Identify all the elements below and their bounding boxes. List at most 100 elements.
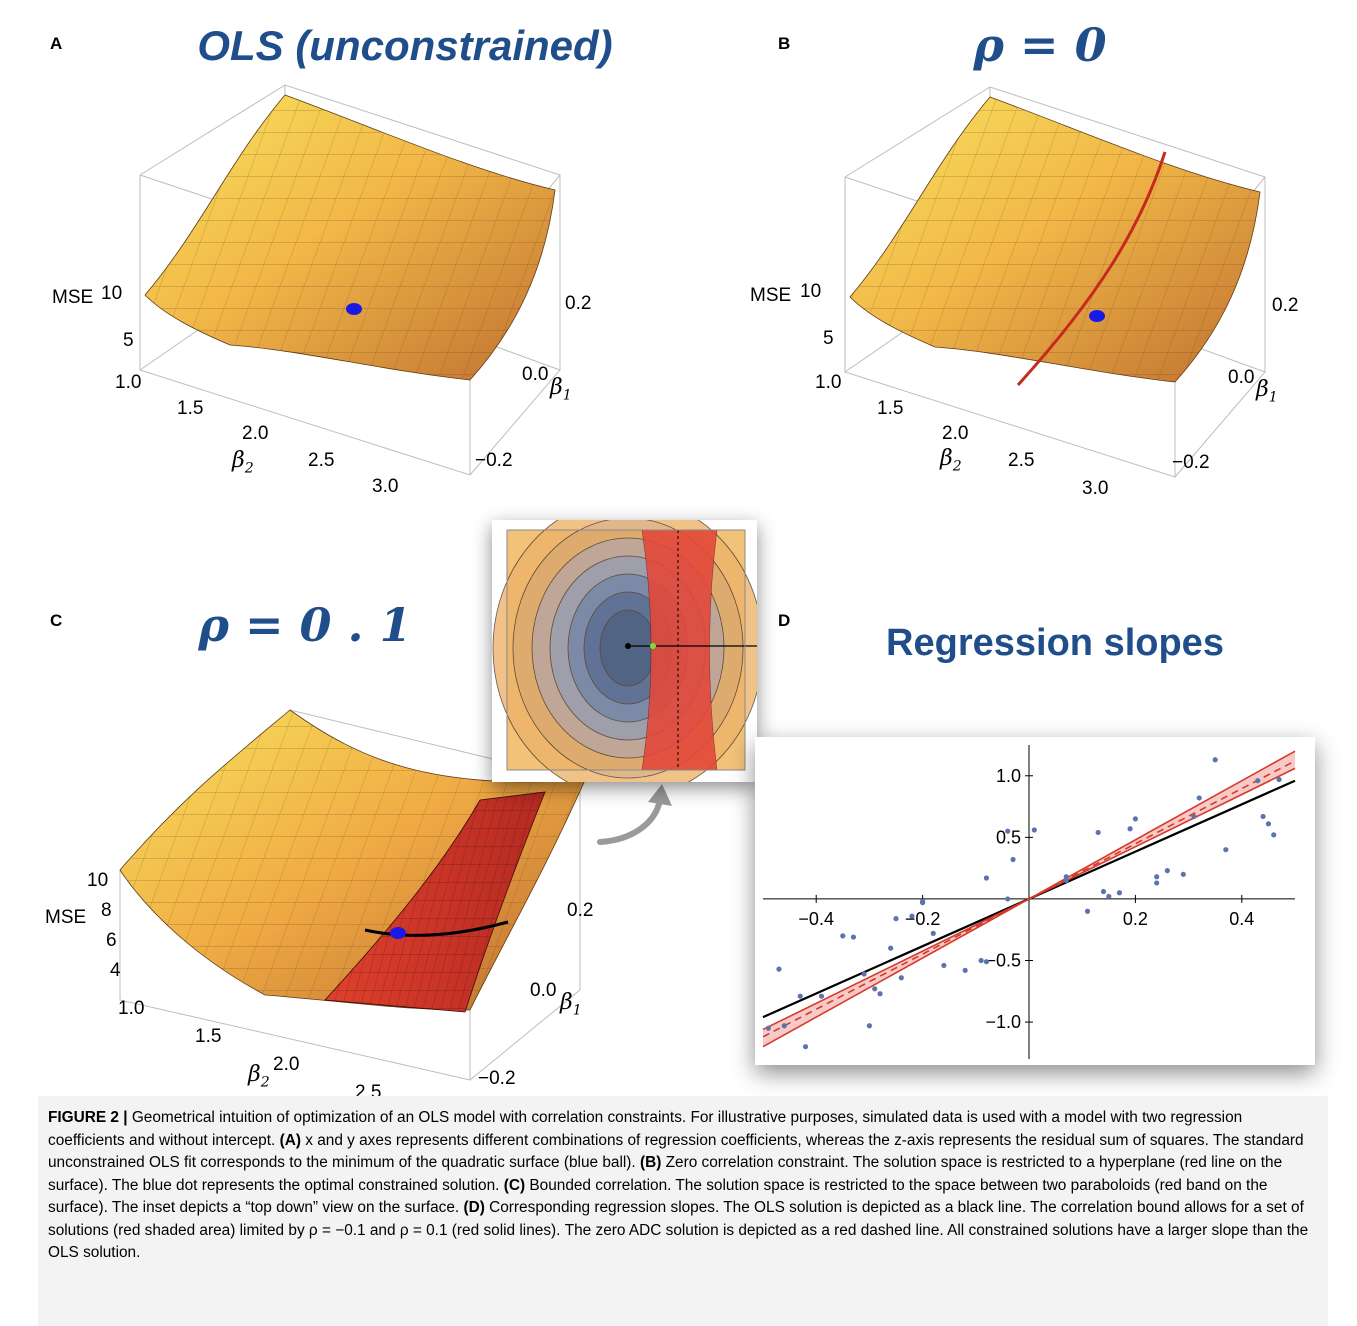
data-point: [1031, 827, 1037, 833]
top-down-inset: [492, 497, 764, 799]
panel-b-x-tick-0: 1.0: [815, 372, 842, 393]
panel-a-y-label: β1: [550, 375, 572, 404]
ols-minimum-ball-icon: [346, 303, 362, 315]
panel-b-z-tick-10: 10: [800, 281, 822, 302]
data-point: [850, 934, 857, 940]
panel-b-x-tick-3: 2.5: [1008, 450, 1035, 471]
data-point: [1063, 874, 1069, 880]
data-point: [898, 975, 904, 981]
panel-title-a: OLS (unconstrained): [197, 22, 613, 69]
x-tick-label: 0.4: [1229, 909, 1254, 929]
panel-b-x-tick-1: 1.5: [877, 398, 904, 419]
data-point: [941, 962, 947, 969]
panel-c-z-label: MSE: [45, 907, 87, 928]
ball-c-icon: [390, 927, 406, 939]
data-point: [962, 967, 968, 973]
data-point: [776, 966, 782, 972]
data-point: [920, 900, 926, 906]
panel-c-x-label: β2: [248, 1062, 270, 1091]
panel-c-z-tick-8: 8: [101, 900, 112, 921]
panel-letter-b: B: [778, 34, 791, 53]
caption-c-text: Bounded correlation. The solution space …: [48, 1176, 1268, 1217]
data-point: [1127, 826, 1133, 832]
panel-a-y-tick-0: 0.2: [565, 293, 592, 314]
panel-b-z-tick-5: 5: [823, 328, 834, 349]
regression-line-3: [762, 750, 1296, 1048]
figure-caption-background: [38, 1096, 1328, 1326]
panel-c-y-tick-2: −0.2: [478, 1068, 516, 1089]
data-point: [1063, 877, 1069, 884]
caption-b-label: (B): [639, 1154, 662, 1171]
panel-c-x-tick-1: 1.5: [195, 1026, 222, 1047]
y-tick-label: 1.0: [996, 766, 1021, 786]
inset-red-band: [642, 530, 717, 770]
caption-d-text: Corresponding regression slopes. The OLS…: [48, 1199, 1309, 1261]
panel-c-y-label: β1: [560, 990, 582, 1019]
data-point: [1180, 871, 1186, 877]
data-point: [861, 971, 867, 977]
panel-b-x-tick-4: 3.0: [1082, 478, 1109, 499]
constrained-solution-dot-icon: [1089, 310, 1105, 322]
panel-a-x-tick-2: 2.0: [242, 423, 269, 444]
panel-c-z-tick-6: 6: [106, 930, 117, 951]
panel-b-box: [844, 86, 1266, 478]
panel-b-x-label: β2: [940, 446, 962, 475]
data-point: [1212, 757, 1218, 763]
caption-intro: Geometrical intuition of optimization of…: [48, 1109, 1243, 1149]
panel-a-surface: [144, 94, 556, 381]
panel-c-x-tick-0: 1.0: [118, 998, 145, 1019]
panel-a-x-label: β2: [232, 448, 254, 477]
data-point: [1100, 888, 1107, 895]
panel-a-x-tick-1: 1.5: [177, 398, 204, 419]
inset-ols-point-icon: [625, 643, 631, 649]
panel-c-y-tick-1: 0.0: [530, 980, 557, 1001]
panel-b-y-tick-2: −0.2: [1172, 452, 1210, 473]
data-point: [983, 875, 990, 881]
panel-c-z-tick-10: 10: [87, 870, 109, 891]
panel-b-y-tick-0: 0.2: [1272, 295, 1299, 316]
regression-slopes-chart: −0.4 −0.2 0.2 0.4 −1.0 −0.5 0.5 1.0: [762, 745, 1296, 1059]
data-point: [1005, 828, 1011, 834]
top-down-contour-plot: [492, 497, 764, 799]
panel-title-b: ρ = 0: [973, 18, 1107, 72]
data-point: [1196, 795, 1202, 801]
data-point: [909, 913, 915, 919]
panel-a-z-tick-10: 10: [101, 283, 123, 304]
data-point: [1154, 880, 1160, 886]
data-point: [978, 957, 984, 964]
caption-d-label: (D): [463, 1199, 485, 1216]
zero-correlation-constraint-line: [1016, 151, 1167, 387]
panel-a-z-tick-5: 5: [123, 330, 134, 351]
data-point: [1084, 908, 1091, 914]
panel-letter-a: A: [50, 34, 63, 53]
panel-b-y-tick-1: 0.0: [1228, 367, 1255, 388]
data-point: [1005, 896, 1011, 902]
data-point: [1276, 776, 1282, 783]
data-point: [1095, 829, 1101, 836]
panel-b-y-label: β1: [1256, 377, 1278, 406]
y-tick-label: −1.0: [985, 1012, 1021, 1032]
data-point: [1116, 890, 1123, 896]
regression-line-1: [762, 760, 1296, 1038]
panel-b-z-label: MSE: [750, 285, 792, 306]
inset-constrained-point-icon: [650, 643, 656, 649]
y-tick-label: −0.5: [985, 950, 1021, 970]
data-point: [840, 933, 846, 939]
data-point: [797, 993, 803, 999]
panel-a-x-tick-3: 2.5: [308, 450, 335, 471]
panel-a-x-tick-4: 3.0: [372, 476, 399, 497]
panel-b-x-tick-2: 2.0: [942, 423, 969, 444]
data-point: [893, 916, 899, 922]
data-point: [983, 959, 990, 965]
panel-title-c: ρ = 0 . 1: [198, 598, 412, 652]
panel-c-z-tick-4: 4: [110, 960, 121, 981]
data-point: [1154, 874, 1160, 880]
panel-a-z-label: MSE: [52, 287, 94, 308]
data-point: [877, 991, 883, 997]
data-point: [765, 1025, 771, 1031]
caption-a-text: x and y axes represents different combin…: [48, 1131, 1304, 1172]
data-point: [818, 993, 825, 999]
data-point: [1010, 856, 1016, 863]
caption-b-text: Zero correlation constraint. The solutio…: [48, 1154, 1283, 1194]
bounded-correlation-band: [324, 791, 546, 1013]
